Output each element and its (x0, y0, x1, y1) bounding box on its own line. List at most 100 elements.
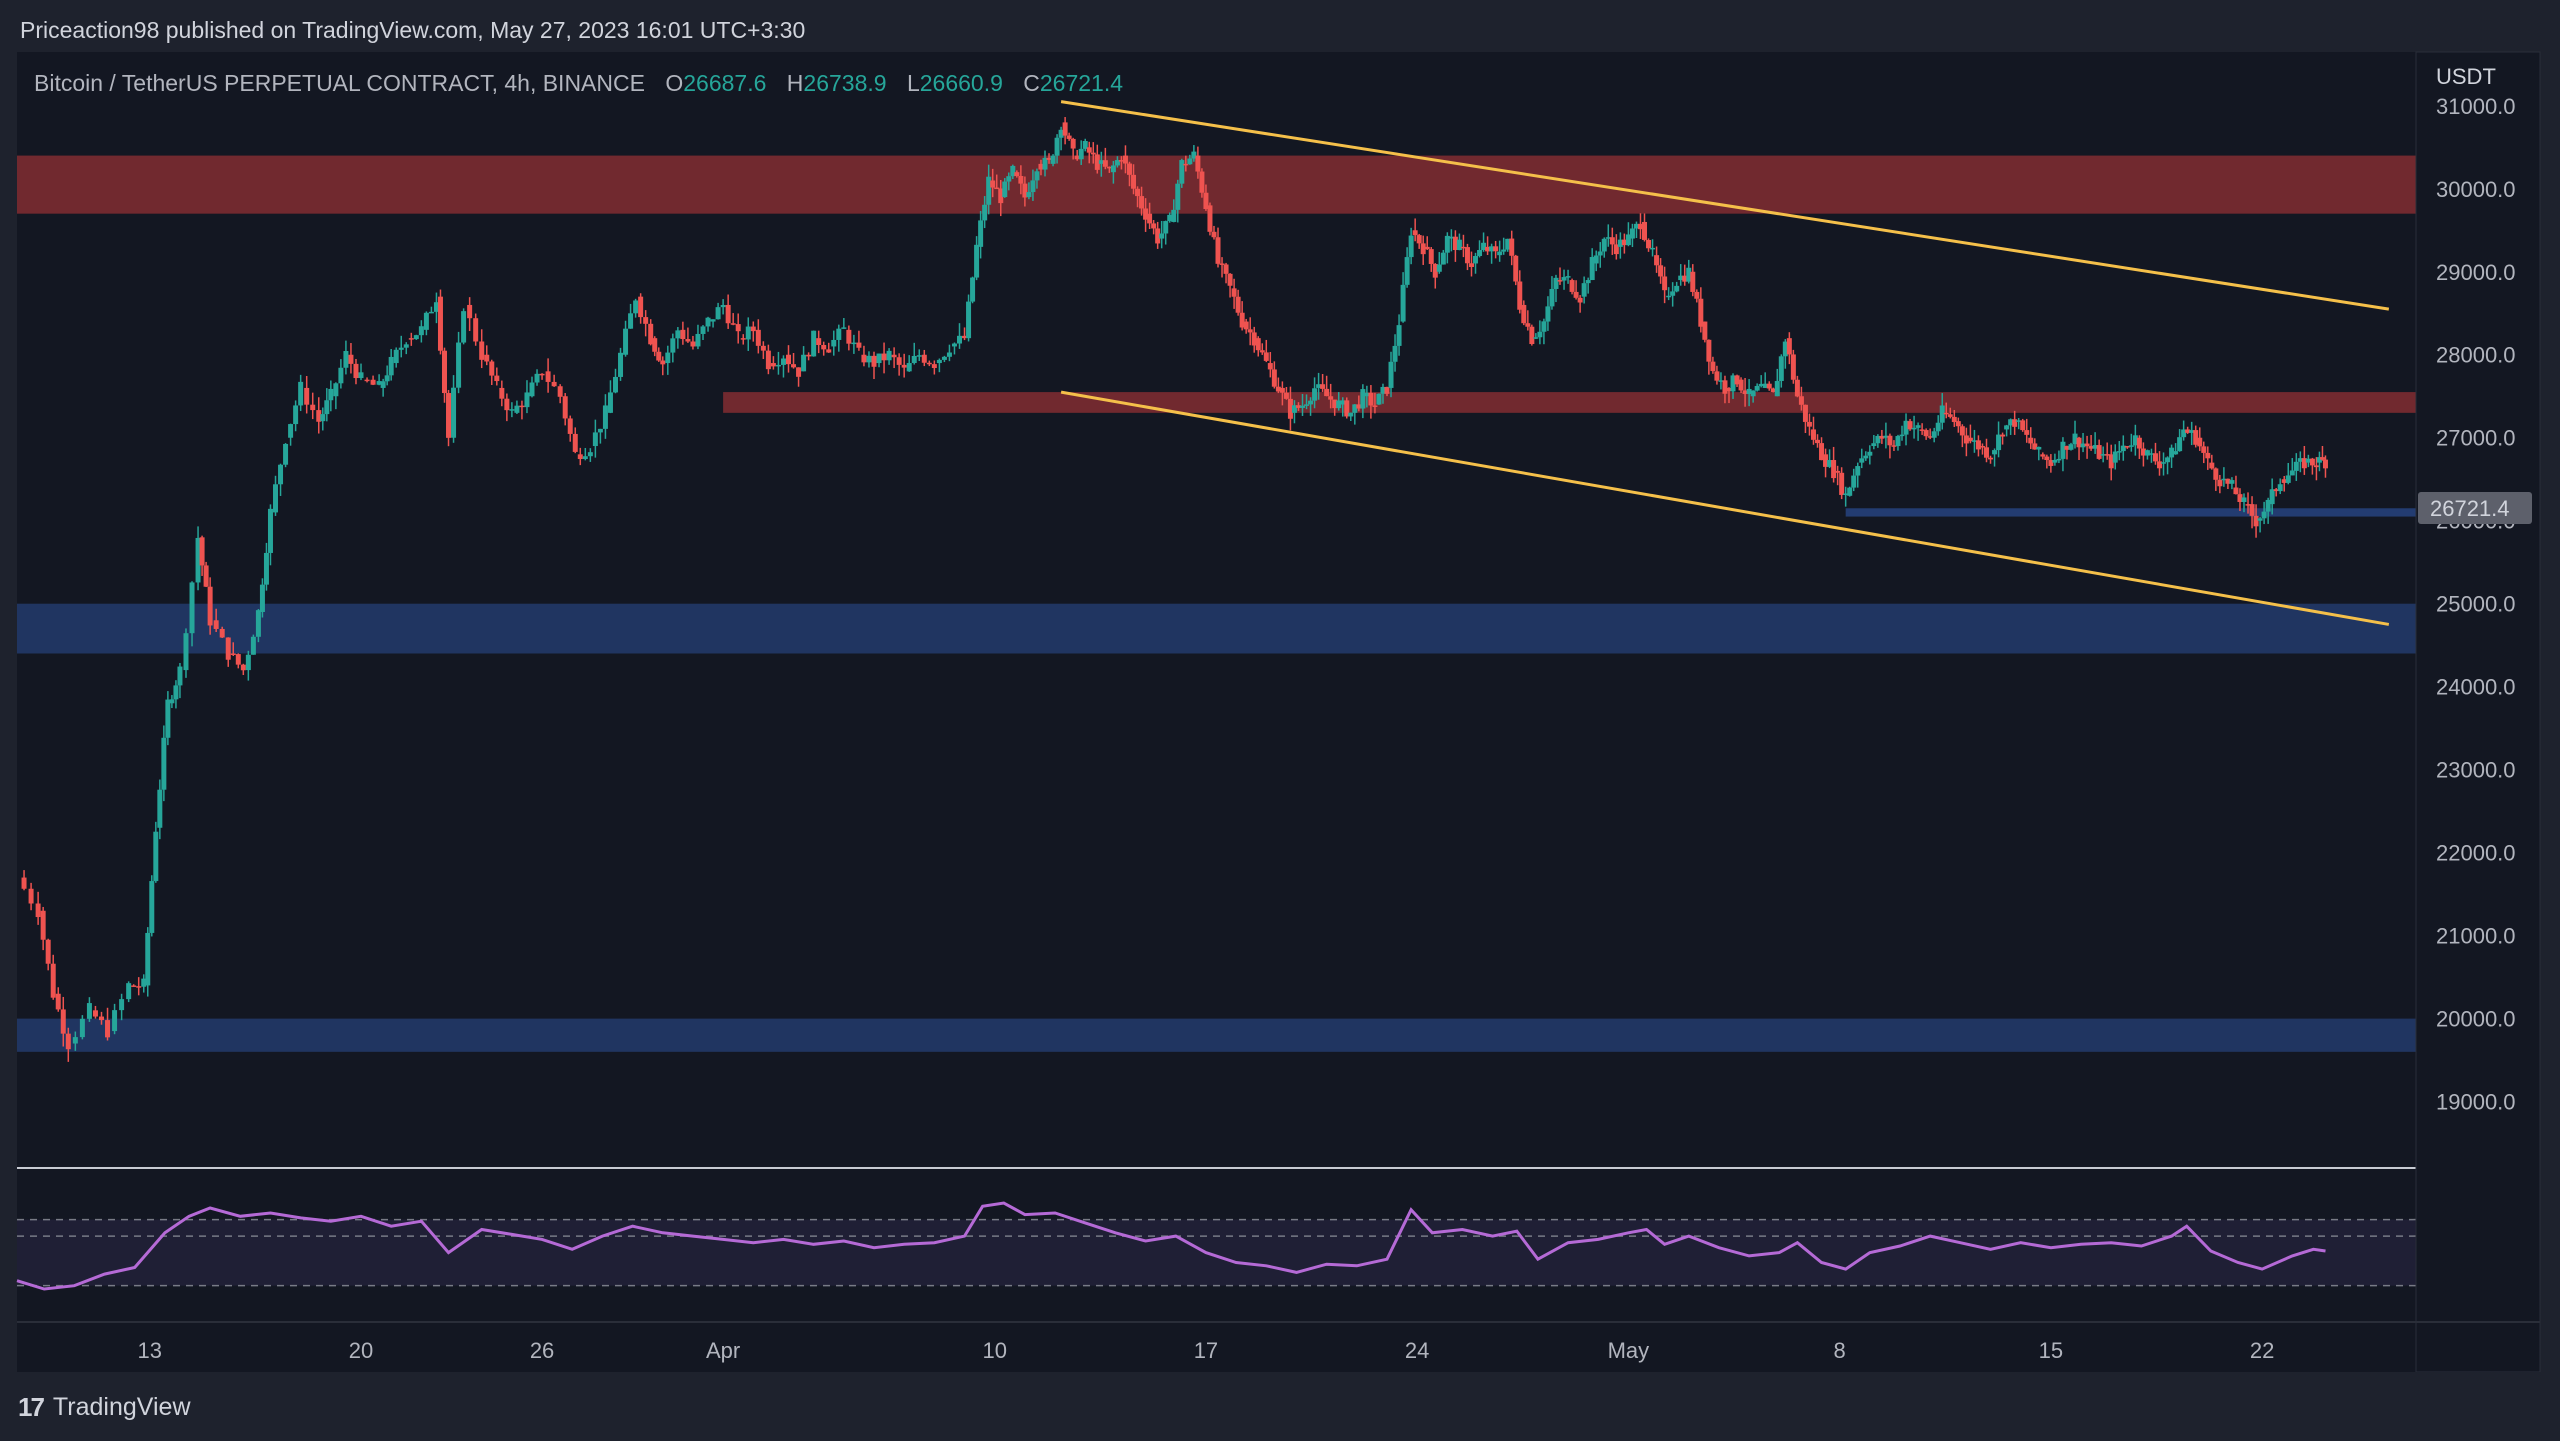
candle-body (1251, 332, 1257, 346)
candle-body (479, 341, 485, 360)
candle-body (2024, 430, 2030, 435)
candle-body (1831, 460, 1837, 479)
candle-body (2016, 420, 2022, 422)
candle-body (1529, 326, 1535, 345)
candle-body (1726, 387, 1732, 392)
candle-body (1786, 338, 1792, 355)
candle-body (1159, 233, 1165, 239)
candle-body (456, 342, 462, 388)
candle-body (2289, 470, 2295, 476)
candle-body (2008, 419, 2014, 426)
candle-body (1762, 383, 1768, 388)
candle-body (730, 323, 736, 325)
candle-body (2092, 445, 2098, 449)
candle-body (1372, 405, 1378, 407)
candle-body (2209, 462, 2215, 469)
candle-body (1199, 171, 1205, 193)
time-tick-label: 15 (2039, 1338, 2063, 1363)
candle-body (612, 376, 618, 393)
candle-body (1279, 387, 1285, 393)
candle-body (962, 335, 968, 339)
candle-body (951, 343, 957, 347)
candle-body (1380, 386, 1386, 394)
candle-body (1388, 361, 1394, 388)
chart-header-bar: Priceaction98 published on TradingView.c… (0, 0, 2560, 56)
candle-body (408, 338, 414, 340)
candle-body (1513, 255, 1519, 282)
resistance-zone-mid (723, 392, 2416, 413)
candle-body (1247, 329, 1253, 333)
candle-body (1300, 405, 1306, 408)
price-tick-label: 29000.0 (2436, 260, 2516, 285)
candle-body (320, 414, 326, 422)
candle-body (278, 464, 284, 485)
candle-body (1641, 221, 1647, 240)
candle-body (2004, 425, 2010, 430)
candle-body (881, 353, 887, 361)
symbol-name: Bitcoin / TetherUS PERPETUAL CONTRACT, 4… (34, 70, 645, 96)
candle-body (986, 176, 992, 205)
candle-body (437, 296, 443, 351)
candle-body (1424, 246, 1430, 250)
candle-body (1336, 400, 1342, 409)
candle-body (28, 888, 34, 904)
time-tick-label: 13 (138, 1338, 162, 1363)
candle-body (1135, 188, 1141, 197)
candle-body (1633, 223, 1639, 229)
price-tick-label: 20000.0 (2436, 1007, 2516, 1032)
candle-body (2028, 437, 2034, 444)
candle-body (1839, 472, 1845, 495)
candle-body (173, 685, 179, 700)
candle-body (1758, 383, 1764, 386)
candle-body (1903, 420, 1909, 435)
candle-body (1754, 385, 1760, 391)
candle-body (2277, 484, 2283, 492)
candle-body (328, 388, 334, 401)
rsi-line (16, 1201, 2326, 1291)
price-tick-label: 19000.0 (2436, 1090, 2516, 1115)
candle-body (2309, 458, 2315, 466)
candle-body (1806, 421, 1812, 427)
candle-body (680, 329, 686, 340)
candle-body (119, 999, 125, 1011)
candle-body (1014, 172, 1020, 176)
candle-body (1122, 155, 1128, 164)
open-value: 26687.6 (683, 70, 767, 96)
candle-body (1533, 337, 1539, 339)
candle-body (2285, 475, 2291, 483)
candle-body (1163, 221, 1169, 234)
tradingview-logo[interactable]: 17 TradingView (18, 1392, 191, 1423)
candle-body (1344, 400, 1350, 417)
candle-body (2157, 461, 2163, 469)
candle-body (1617, 239, 1623, 247)
candle-body (370, 379, 376, 385)
candle-body (413, 335, 419, 340)
candle-body (628, 313, 634, 329)
candle-body (1722, 380, 1728, 394)
candle-body (2269, 489, 2275, 505)
candle-body (2217, 479, 2223, 487)
candle-body (1171, 209, 1177, 222)
candle-body (2245, 504, 2251, 506)
candle-body (786, 354, 792, 365)
candle-body (821, 344, 827, 350)
chart-area[interactable] (17, 52, 2540, 1372)
candle-body (690, 341, 696, 347)
candle-body (2281, 479, 2287, 483)
current-price-badge (2418, 492, 2532, 524)
candle-body (2124, 446, 2130, 448)
candle-body (1098, 160, 1104, 164)
candle-body (1545, 306, 1551, 322)
candle-body (1283, 392, 1289, 399)
candle-body (1690, 271, 1696, 292)
candle-body (2036, 446, 2042, 450)
candle-body (1477, 249, 1483, 256)
candle-body (153, 831, 159, 882)
candle-body (665, 352, 671, 364)
candle-body (1919, 429, 1925, 431)
candle-body (1432, 263, 1438, 278)
candle-body (936, 359, 942, 364)
candle-body (1750, 390, 1756, 397)
candle-body (316, 410, 322, 422)
